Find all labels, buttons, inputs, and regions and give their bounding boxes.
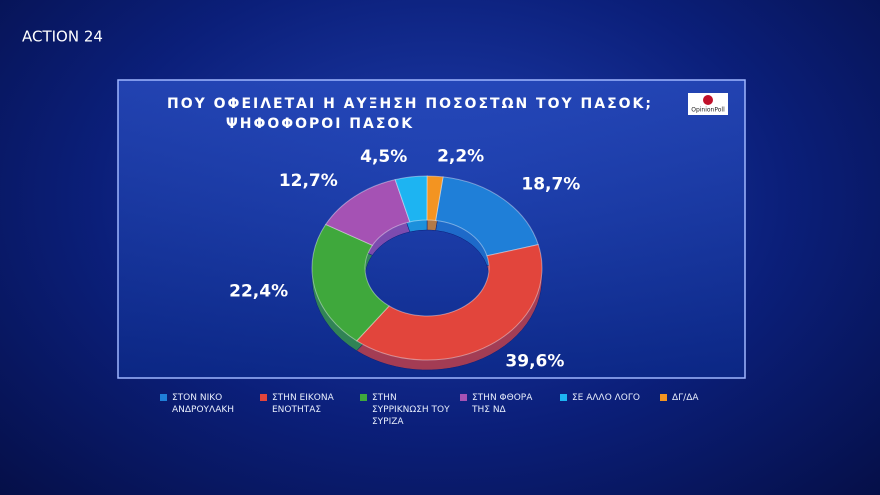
legend-label: ΣΤΗΝ ΣΥΡΡΙΚΝΩΣΗ ΤΟΥ ΣΥΡΙΖΑ (372, 393, 450, 427)
legend-label: ΣΤΗΝ ΦΘΟΡΑ ΤΗΣ ΝΔ (472, 393, 533, 415)
data-label: 39,6% (505, 351, 564, 371)
legend-item: ΣΤΟΝ ΝΙΚΟ ΑΝΔΡΟΥΛΑΚΗ (160, 392, 260, 428)
legend-item: ΔΓ/ΔΑ (660, 392, 760, 428)
legend-swatch (460, 394, 467, 401)
donut-slice (311, 223, 390, 342)
donut-slice (394, 175, 428, 223)
channel-logo: ACTION 24 (22, 28, 103, 46)
legend-swatch (560, 394, 567, 401)
legend-item: ΣΤΗΝ ΕΙΚΟΝΑ ΕΝΟΤΗΤΑΣ (260, 392, 360, 428)
legend: ΣΤΟΝ ΝΙΚΟ ΑΝΔΡΟΥΛΑΚΗ ΣΤΗΝ ΕΙΚΟΝΑ ΕΝΟΤΗΤΑΣ… (160, 392, 760, 428)
legend-swatch (160, 394, 167, 401)
donut-slice (435, 176, 539, 257)
legend-label: ΣΤΟΝ ΝΙΚΟ ΑΝΔΡΟΥΛΑΚΗ (172, 393, 235, 415)
donut-slice (355, 244, 543, 361)
legend-swatch (260, 394, 267, 401)
donut-slice (324, 179, 411, 246)
legend-label: ΣΤΗΝ ΕΙΚΟΝΑ ΕΝΟΤΗΤΑΣ (272, 393, 334, 415)
data-label: 2,2% (437, 146, 484, 166)
chart-subtitle: ΨΗΦΟΦΟΡΟΙ ΠΑΣΟΚ (226, 116, 414, 132)
poll-logo: OpinionPoll (691, 107, 725, 114)
legend-label: ΣΕ ΑΛΛΟ ΛΟΓΟ (572, 393, 640, 403)
data-label: 4,5% (360, 147, 407, 167)
legend-label: ΔΓ/ΔΑ (672, 393, 699, 403)
legend-item: ΣΕ ΑΛΛΟ ΛΟΓΟ (560, 392, 660, 428)
poll-logo-dot (703, 95, 713, 105)
donut-slice (426, 175, 444, 222)
legend-item: ΣΤΗΝ ΦΘΟΡΑ ΤΗΣ ΝΔ (460, 392, 560, 428)
data-label: 18,7% (521, 174, 580, 194)
chart-title: ΠΟΥ ΟΦΕΙΛΕΤΑΙ Η ΑΥΞΗΣΗ ΠΟΣΟΣΤΩΝ ΤΟΥ ΠΑΣΟ… (167, 96, 653, 112)
data-label: 12,7% (279, 171, 338, 191)
legend-item: ΣΤΗΝ ΣΥΡΡΙΚΝΩΣΗ ΤΟΥ ΣΥΡΙΖΑ (360, 392, 460, 428)
legend-swatch (360, 394, 367, 401)
legend-swatch (660, 394, 667, 401)
data-label: 22,4% (229, 281, 288, 301)
